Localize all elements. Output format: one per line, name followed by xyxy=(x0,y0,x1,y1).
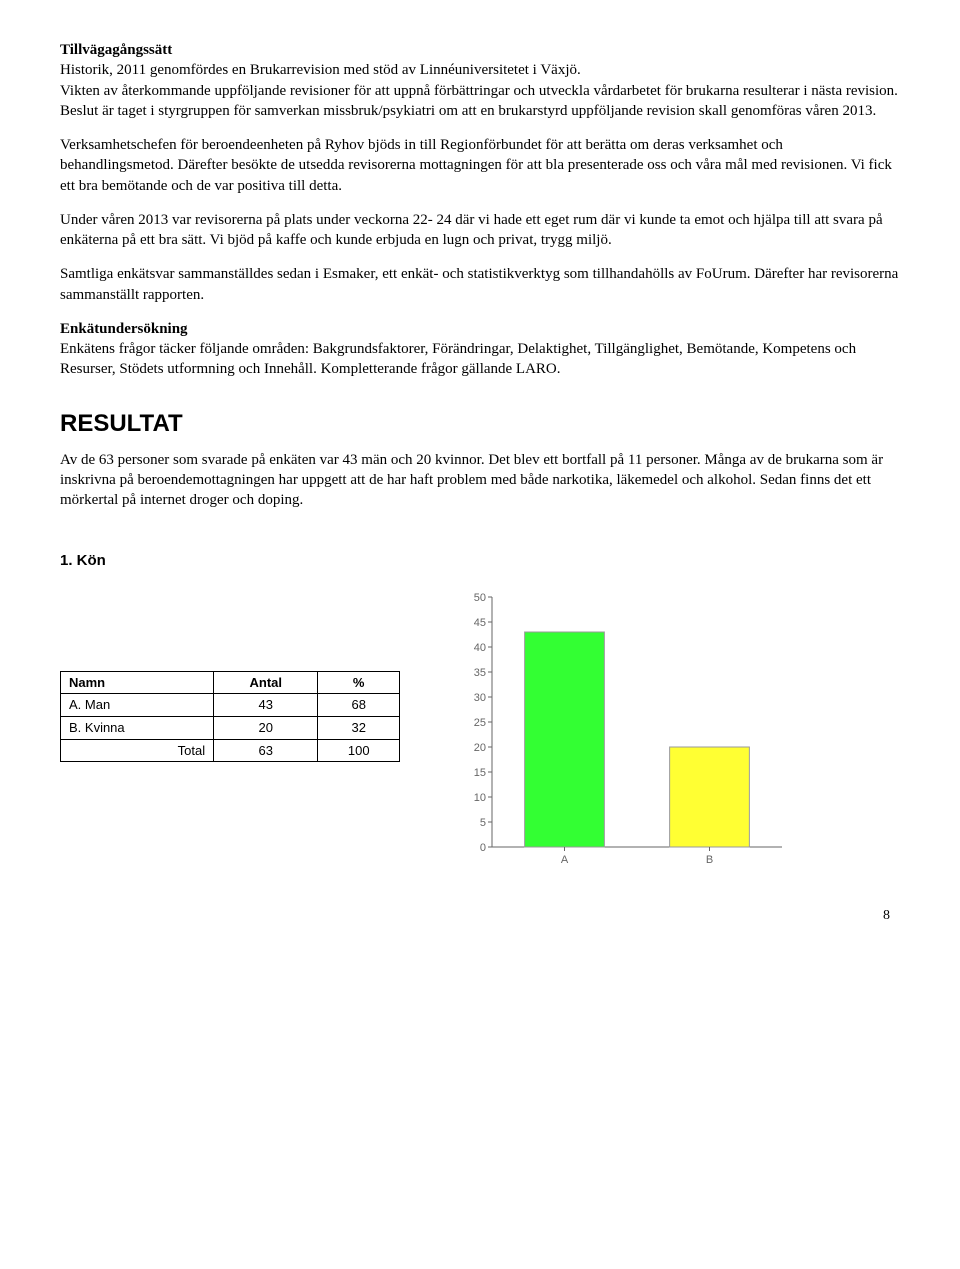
th-pct: % xyxy=(318,671,400,694)
heading-q1: 1. Kön xyxy=(60,551,900,571)
para-1: Historik, 2011 genomfördes en Brukarrevi… xyxy=(60,60,900,80)
cell-total-pct: 100 xyxy=(318,739,400,762)
cell-total-label: Total xyxy=(61,739,214,762)
svg-text:5: 5 xyxy=(480,817,486,829)
cell-total-count: 63 xyxy=(214,739,318,762)
cell-pct: 68 xyxy=(318,694,400,717)
gender-bar-chart: 0 5 10 15 20 25 30 35 40 45 50 A B xyxy=(460,591,790,871)
para-7: Av de 63 personer som svarade på enkäten… xyxy=(60,450,900,511)
table-row: B. Kvinna 20 32 xyxy=(61,716,400,739)
para-3: Verksamhetschefen för beroendeenheten på… xyxy=(60,135,900,196)
gender-table: Namn Antal % A. Man 43 68 B. Kvinna 20 3… xyxy=(60,671,400,762)
svg-text:50: 50 xyxy=(474,592,486,604)
cell-count: 43 xyxy=(214,694,318,717)
cell-pct: 32 xyxy=(318,716,400,739)
svg-text:25: 25 xyxy=(474,717,486,729)
cell-label: A. Man xyxy=(61,694,214,717)
svg-text:30: 30 xyxy=(474,692,486,704)
para-6: Enkätens frågor täcker följande områden:… xyxy=(60,339,900,380)
svg-text:0: 0 xyxy=(480,842,486,854)
chart-bar xyxy=(525,632,605,847)
heading-enkat: Enkätundersökning xyxy=(60,321,188,337)
svg-text:10: 10 xyxy=(474,792,486,804)
table-header-row: Namn Antal % xyxy=(61,671,400,694)
svg-text:A: A xyxy=(561,854,569,866)
svg-text:20: 20 xyxy=(474,742,486,754)
svg-text:45: 45 xyxy=(474,617,486,629)
para-2: Vikten av återkommande uppföljande revis… xyxy=(60,81,900,122)
svg-text:35: 35 xyxy=(474,667,486,679)
para-5: Samtliga enkätsvar sammanställdes sedan … xyxy=(60,264,900,305)
para-4: Under våren 2013 var revisorerna på plat… xyxy=(60,210,900,251)
svg-text:40: 40 xyxy=(474,642,486,654)
cell-label: B. Kvinna xyxy=(61,716,214,739)
table-row: A. Man 43 68 xyxy=(61,694,400,717)
heading-tillvaga: Tillvägagångssätt xyxy=(60,40,900,60)
table-total-row: Total 63 100 xyxy=(61,739,400,762)
page-number: 8 xyxy=(60,907,900,926)
chart-bar xyxy=(670,747,750,847)
th-name: Namn xyxy=(61,671,214,694)
svg-text:B: B xyxy=(706,854,713,866)
svg-text:15: 15 xyxy=(474,767,486,779)
cell-count: 20 xyxy=(214,716,318,739)
heading-resultat: RESULTAT xyxy=(60,408,900,440)
th-count: Antal xyxy=(214,671,318,694)
